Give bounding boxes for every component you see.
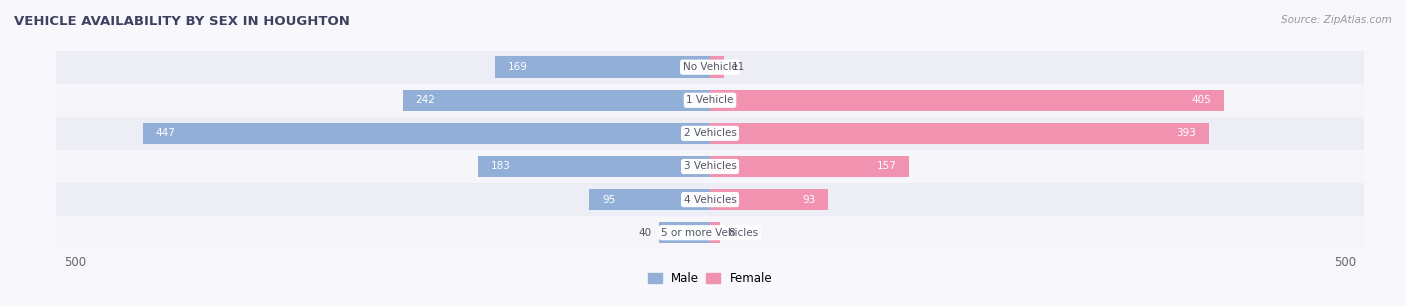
Bar <box>56 50 1364 84</box>
Bar <box>56 117 1364 150</box>
Bar <box>56 183 1364 216</box>
Bar <box>142 123 710 144</box>
Text: 8: 8 <box>728 228 734 238</box>
Bar <box>56 150 1364 183</box>
Bar <box>56 84 1364 117</box>
Bar <box>710 189 828 210</box>
Bar <box>710 123 1209 144</box>
Bar <box>402 90 710 111</box>
Text: 5 or more Vehicles: 5 or more Vehicles <box>661 228 759 238</box>
Text: 242: 242 <box>416 95 436 105</box>
Bar <box>495 56 710 78</box>
Bar <box>710 90 1225 111</box>
Text: 169: 169 <box>508 62 529 72</box>
Bar <box>659 222 710 244</box>
Text: 2 Vehicles: 2 Vehicles <box>683 129 737 138</box>
Text: 157: 157 <box>877 162 897 171</box>
Bar <box>478 156 710 177</box>
Text: 3 Vehicles: 3 Vehicles <box>683 162 737 171</box>
Text: 447: 447 <box>155 129 176 138</box>
Text: 1 Vehicle: 1 Vehicle <box>686 95 734 105</box>
Bar <box>710 56 724 78</box>
Bar <box>710 156 910 177</box>
Text: 93: 93 <box>803 195 815 205</box>
Text: 405: 405 <box>1192 95 1212 105</box>
Bar <box>56 216 1364 249</box>
Bar <box>710 222 720 244</box>
Bar <box>589 189 710 210</box>
Text: 95: 95 <box>602 195 616 205</box>
Legend: Male, Female: Male, Female <box>643 267 778 289</box>
Text: 4 Vehicles: 4 Vehicles <box>683 195 737 205</box>
Text: 183: 183 <box>491 162 510 171</box>
Text: VEHICLE AVAILABILITY BY SEX IN HOUGHTON: VEHICLE AVAILABILITY BY SEX IN HOUGHTON <box>14 15 350 28</box>
Text: 40: 40 <box>638 228 651 238</box>
Text: 393: 393 <box>1177 129 1197 138</box>
Text: Source: ZipAtlas.com: Source: ZipAtlas.com <box>1281 15 1392 25</box>
Text: No Vehicle: No Vehicle <box>682 62 738 72</box>
Text: 11: 11 <box>731 62 745 72</box>
